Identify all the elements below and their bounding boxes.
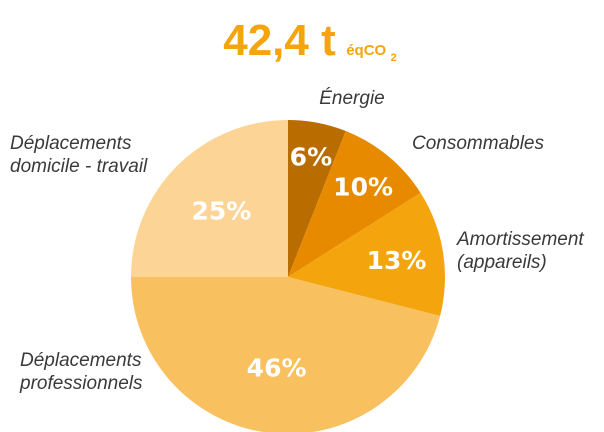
total-unit-subscript: 2 (391, 52, 397, 64)
chart-title: 42,4 t éqCO 2 (223, 16, 397, 65)
slice-percent-label: 10% (333, 172, 393, 201)
pie-slice (131, 120, 288, 277)
slice-percent-label: 6% (290, 143, 332, 172)
slice-category-label: Énergie (319, 88, 385, 109)
total-value: 42,4 t (223, 16, 336, 65)
pie-slice (288, 131, 421, 277)
slice-category-label: Déplacements professionnels (19, 350, 143, 394)
pie-slice (131, 277, 441, 432)
slice-percent-label: 13% (367, 246, 427, 275)
percent-labels: 6%10% 13% 46% 25% (191, 143, 426, 383)
slice-category-label: Déplacements domicile - travail (10, 133, 148, 177)
slice-category-label: Consommables (412, 133, 544, 154)
slice-percent-label: 46% (247, 353, 307, 382)
pie-slice (288, 192, 446, 317)
slice-percent-label: 25% (191, 196, 251, 225)
total-unit: éqCO (346, 42, 386, 59)
pie-slice (288, 120, 346, 277)
slice-labels: Énergie Consommables Amortissement (apparei… (10, 88, 584, 394)
slice-category-label: Amortissement (appareils) (456, 229, 584, 273)
pie-slices (131, 120, 446, 432)
